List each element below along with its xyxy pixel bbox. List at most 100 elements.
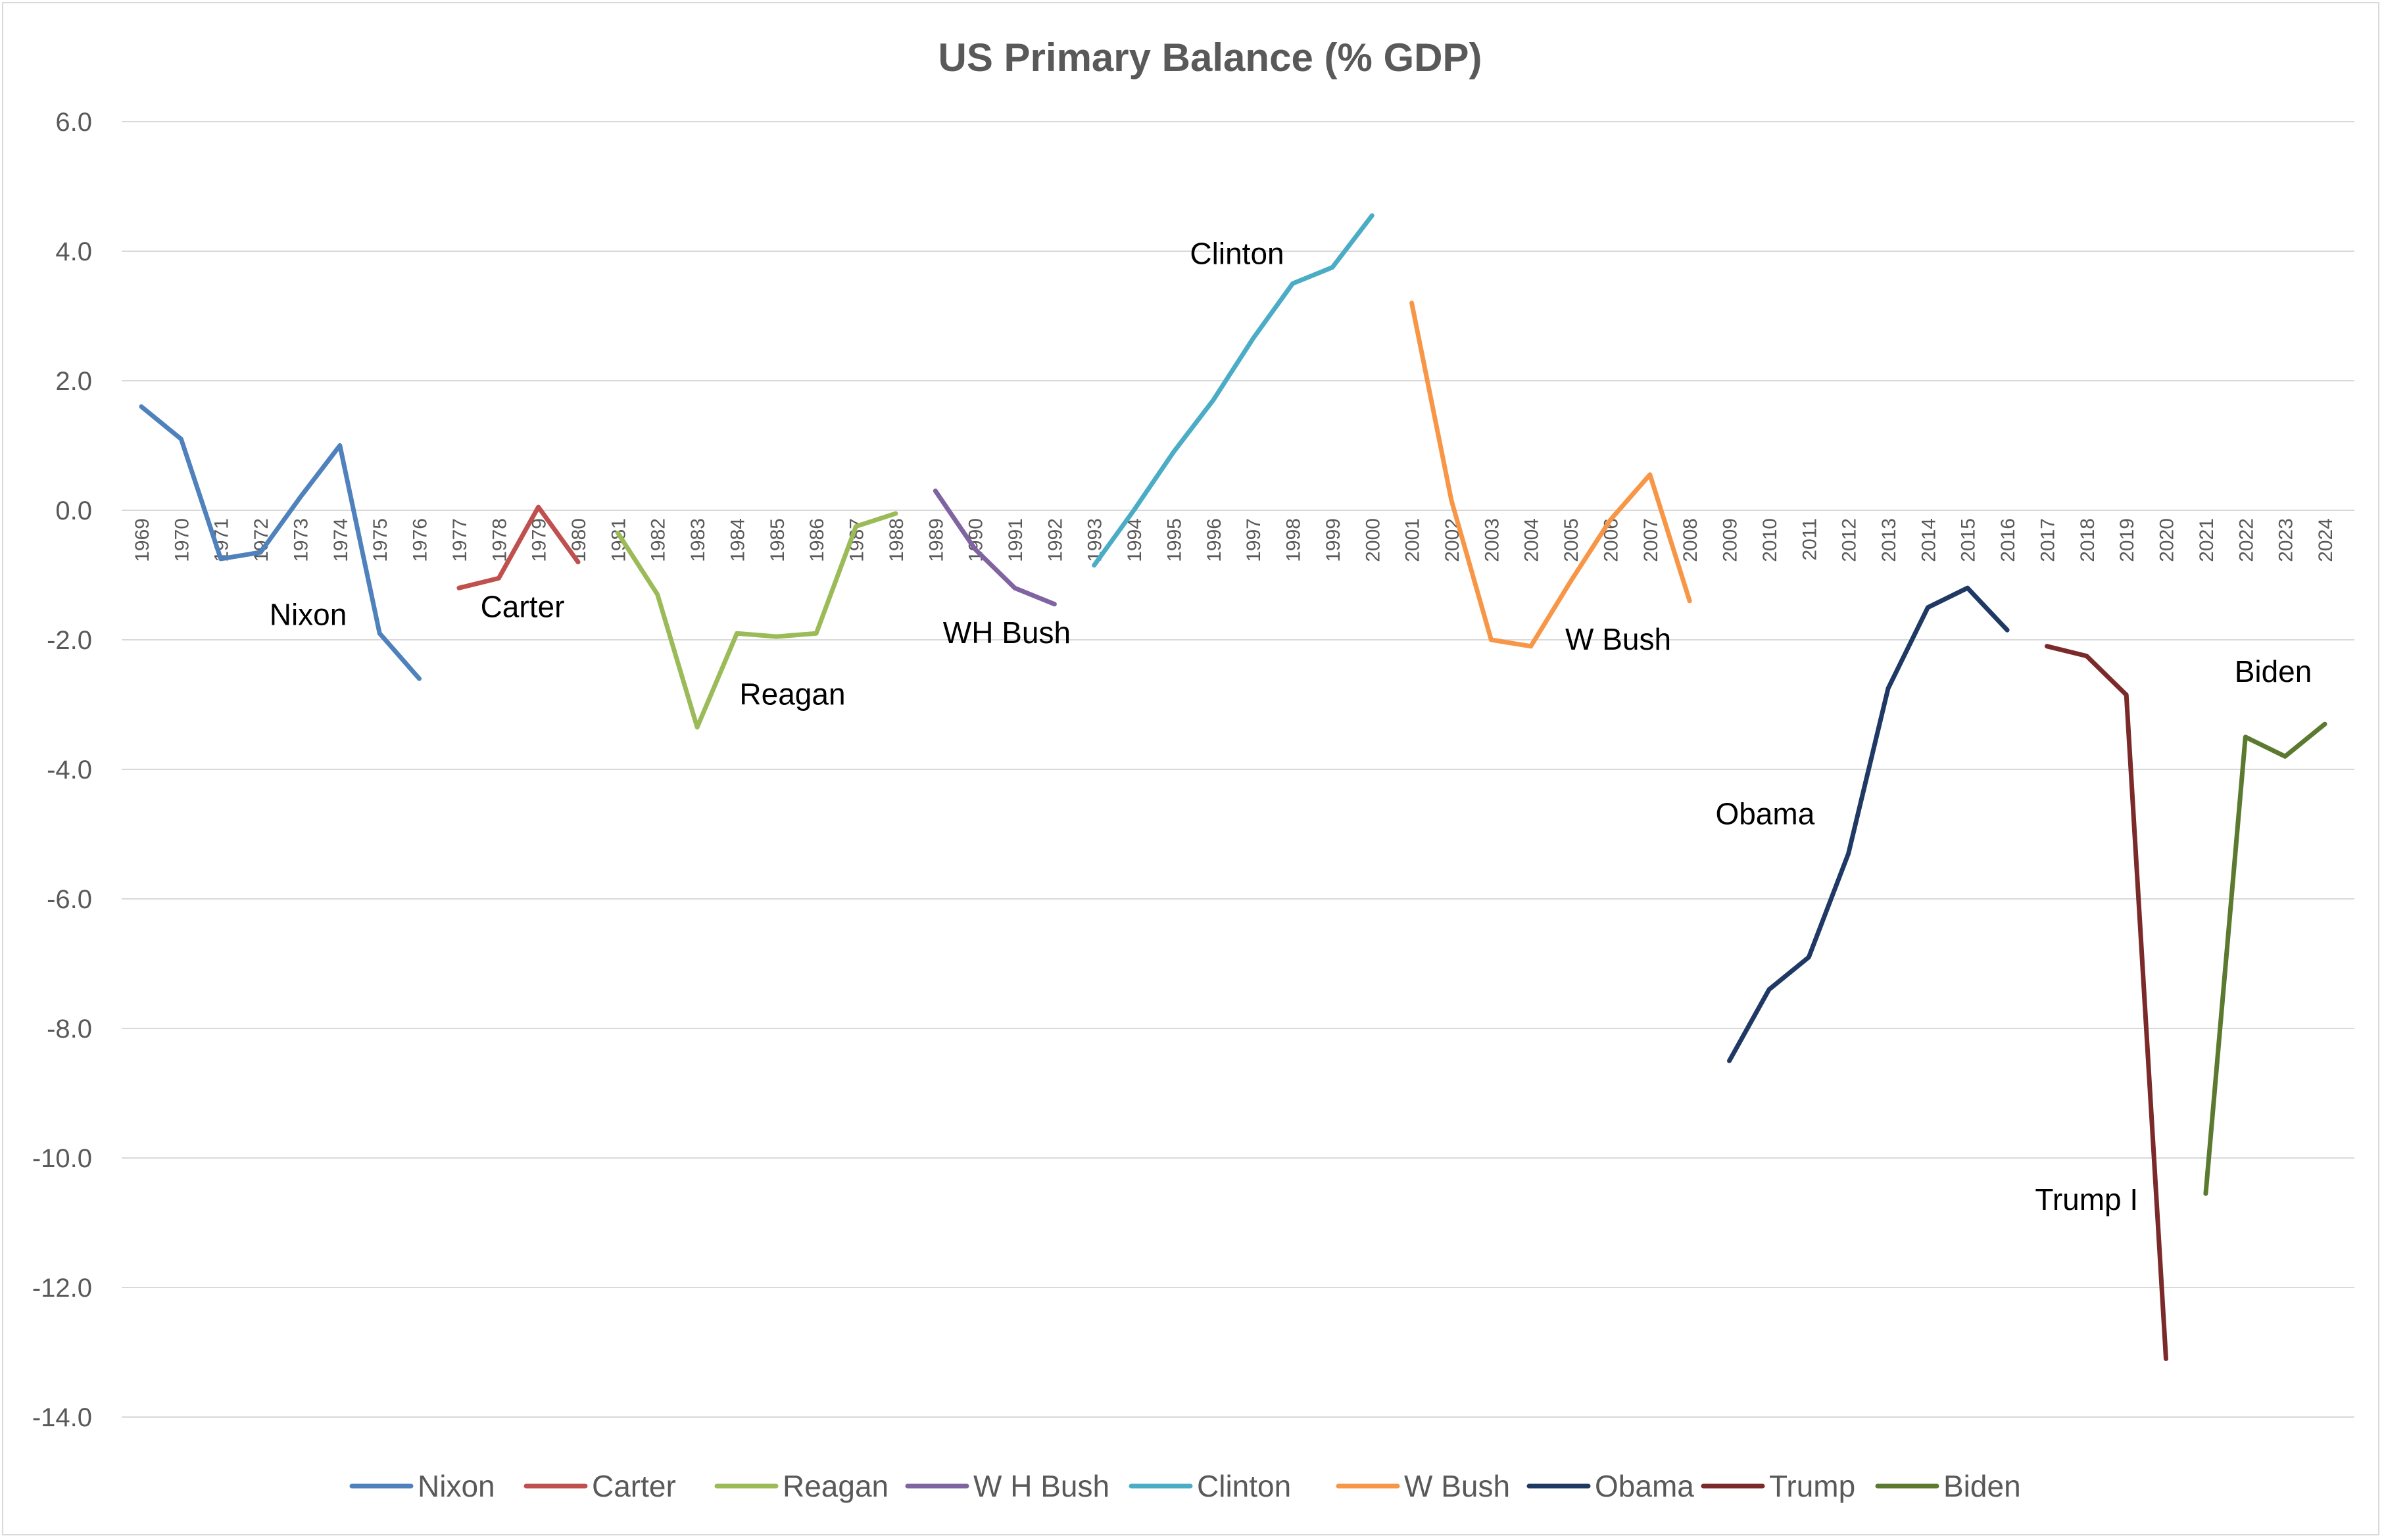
legend-item-biden: Biden	[1875, 1469, 2021, 1503]
y-tick-label: 6.0	[55, 108, 92, 137]
x-tick-label: 1996	[1204, 518, 1225, 562]
x-tick-label: 1978	[489, 518, 510, 562]
legend-label: Nixon	[418, 1469, 495, 1503]
x-tick-label: 2005	[1561, 518, 1582, 562]
series-line-clinton	[1092, 213, 1374, 568]
gridlines	[122, 121, 2354, 1418]
x-tick-label: 2003	[1481, 518, 1503, 562]
x-tick-label: 1977	[449, 518, 471, 562]
x-tick-label: 1973	[290, 518, 312, 562]
annotation-label: Nixon	[270, 597, 347, 631]
legend-label: Obama	[1595, 1469, 1694, 1503]
x-tick-label: 2001	[1402, 518, 1424, 562]
legend-label: Carter	[592, 1469, 676, 1503]
x-tick-label: 1985	[767, 518, 789, 562]
x-tick-label: 1997	[1243, 518, 1265, 562]
y-tick-label: -6.0	[47, 885, 92, 914]
x-tick-label: 2012	[1839, 518, 1861, 562]
series-line-biden	[2203, 721, 2327, 1196]
annotation-label: W Bush	[1565, 622, 1671, 656]
chart-svg: US Primary Balance (% GDP) 6.0 4.0 2.0 0.0 -…	[32, 36, 2354, 1503]
legend: Nixon Carter Reagan W H Bush Clinton W Bush Ob…	[349, 1469, 2021, 1503]
legend-item-reagan: Reagan	[714, 1469, 888, 1503]
annotation-label: Biden	[2235, 654, 2312, 688]
legend-label: Reagan	[783, 1469, 888, 1503]
x-tick-label: 2015	[1958, 518, 1980, 562]
x-tick-label: 2004	[1521, 518, 1543, 562]
x-tick-label: 1989	[925, 518, 947, 562]
x-tick-label: 1995	[1163, 518, 1185, 562]
x-tick-label: 1970	[171, 518, 193, 562]
x-tick-label: 2022	[2235, 518, 2257, 562]
x-tick-label: 2018	[2077, 518, 2099, 562]
x-tick-label: 1975	[370, 518, 391, 562]
x-tick-label: 1992	[1044, 518, 1066, 562]
x-tick-label: 2008	[1680, 518, 1701, 562]
x-tick-label: 2010	[1759, 518, 1781, 562]
x-tick-label: 1999	[1323, 518, 1344, 562]
legend-item-trump: Trump	[1701, 1469, 1855, 1503]
legend-label: Clinton	[1197, 1469, 1291, 1503]
x-axis-ticks: 1969 1970 1971 1972 1973 1974 1975 1976 1977 1978…	[132, 518, 2337, 562]
y-tick-label: -10.0	[32, 1144, 92, 1173]
y-tick-label: -2.0	[47, 626, 92, 655]
y-tick-label: -4.0	[47, 756, 92, 784]
x-tick-label: 2023	[2275, 518, 2297, 562]
legend-item-w-bush: W Bush	[1336, 1469, 1510, 1503]
series-line-w-h-bush	[933, 489, 1057, 607]
x-tick-label: 2009	[1720, 518, 1741, 562]
x-tick-label: 1976	[410, 518, 431, 562]
x-tick-label: 2024	[2315, 518, 2337, 562]
annotation-label: WH Bush	[943, 615, 1071, 650]
x-tick-label: 2020	[2156, 518, 2178, 562]
legend-item-w-h-bush: W H Bush	[905, 1469, 1109, 1503]
x-tick-label: 1984	[727, 518, 748, 562]
y-tick-label: 0.0	[55, 496, 92, 525]
series-lines	[139, 213, 2327, 1361]
series-line-trump	[2045, 644, 2168, 1361]
annotation-label: Carter	[481, 590, 565, 624]
chart-title: US Primary Balance (% GDP)	[938, 36, 1482, 80]
legend-label: Biden	[1943, 1469, 2021, 1503]
annotations: Nixon Carter Reagan WH Bush Clinton W Bush Oba…	[270, 237, 2312, 1216]
annotation-label: Clinton	[1190, 237, 1284, 271]
x-tick-label: 2016	[1997, 518, 2019, 562]
x-tick-label: 1988	[886, 518, 908, 562]
legend-label: W Bush	[1404, 1469, 1510, 1503]
x-tick-label: 1981	[608, 518, 629, 562]
x-tick-label: 2013	[1878, 518, 1900, 562]
annotation-label: Trump I	[2035, 1182, 2138, 1216]
annotation-label: Reagan	[739, 677, 845, 711]
series-line-obama	[1727, 585, 2010, 1063]
legend-item-obama: Obama	[1526, 1469, 1694, 1503]
x-tick-label: 1998	[1283, 518, 1305, 562]
x-tick-label: 2007	[1640, 518, 1662, 562]
series-line-w-bush	[1409, 301, 1692, 649]
x-tick-label: 2000	[1362, 518, 1384, 562]
x-tick-label: 1983	[687, 518, 709, 562]
x-tick-label: 2021	[2196, 518, 2218, 562]
x-tick-label: 1994	[1124, 518, 1146, 562]
x-tick-label: 2011	[1799, 518, 1820, 561]
x-tick-label: 1969	[132, 518, 153, 562]
x-tick-label: 1979	[529, 518, 550, 562]
legend-item-clinton: Clinton	[1129, 1469, 1291, 1503]
legend-item-nixon: Nixon	[349, 1469, 495, 1503]
x-tick-label: 2017	[2037, 518, 2058, 562]
x-tick-label: 2019	[2116, 518, 2138, 562]
y-tick-label: 4.0	[55, 237, 92, 266]
x-tick-label: 1986	[806, 518, 828, 562]
y-tick-label: -12.0	[32, 1274, 92, 1303]
x-tick-label: 2006	[1600, 518, 1622, 562]
y-tick-label: 2.0	[55, 367, 92, 396]
x-tick-label: 1982	[648, 518, 669, 562]
series-line-carter	[456, 504, 581, 590]
annotation-label: Obama	[1715, 797, 1814, 831]
series-line-reagan	[615, 511, 898, 730]
legend-label: W H Bush	[973, 1469, 1109, 1503]
y-tick-label: -8.0	[47, 1015, 92, 1044]
x-tick-label: 2014	[1918, 518, 1939, 562]
x-tick-label: 1974	[330, 518, 352, 562]
legend-item-carter: Carter	[523, 1469, 676, 1503]
